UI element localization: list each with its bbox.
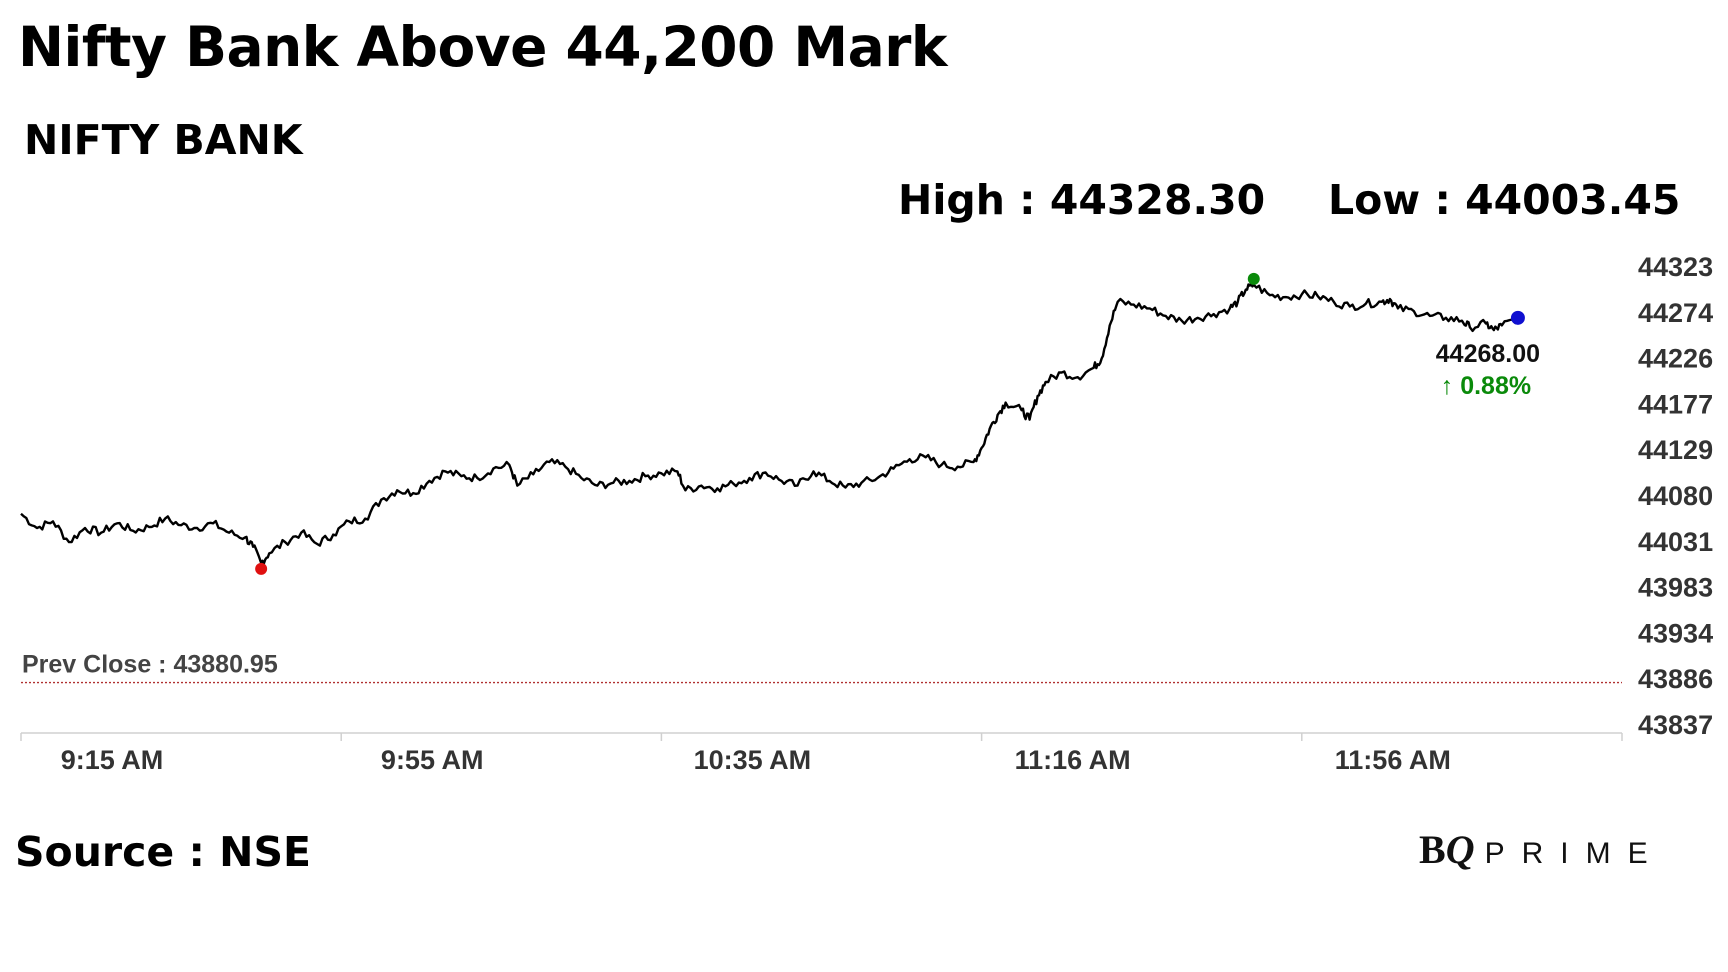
- x-tick-label: 11:16 AM: [1015, 745, 1131, 775]
- x-tick-label: 10:35 AM: [694, 745, 812, 775]
- x-tick-label: 9:55 AM: [381, 745, 484, 775]
- y-tick-label: 43983: [1638, 572, 1713, 602]
- source-note: Source : NSE: [15, 828, 312, 876]
- last-price-marker: [1510, 310, 1525, 325]
- day-low-label: Low : 44003.45: [1328, 176, 1681, 224]
- y-tick-label: 43886: [1638, 664, 1713, 694]
- x-tick-label: 11:56 AM: [1335, 745, 1451, 775]
- y-tick-label: 43934: [1638, 619, 1713, 649]
- day-high-label: High : 44328.30: [898, 176, 1266, 224]
- x-tick-label: 9:15 AM: [61, 745, 164, 775]
- y-tick-label: 44274: [1638, 298, 1713, 328]
- y-tick-label: 44031: [1638, 527, 1713, 557]
- y-tick-label: 44129: [1638, 435, 1713, 465]
- day-low-marker: [255, 562, 268, 575]
- chart-title: Nifty Bank Above 44,200 Mark: [18, 15, 947, 79]
- y-tick-label: 44080: [1638, 481, 1713, 511]
- day-high-marker: [1247, 272, 1260, 285]
- last-price-label: 44268.00: [1436, 340, 1540, 368]
- x-axis: 9:15 AM 9:55 AM 10:35 AM 11:16 AM 11:56 AM: [20, 732, 1623, 775]
- y-axis: 44323 44274 44226 44177 44129 44080 44031 43983…: [1638, 252, 1713, 740]
- y-tick-label: 43837: [1638, 710, 1713, 740]
- y-tick-label: 44177: [1638, 390, 1713, 420]
- prev-close-label: Prev Close : 43880.95: [22, 651, 278, 679]
- price-change-label: ↑ 0.88%: [1441, 372, 1531, 400]
- price-series-line: [20, 282, 1519, 565]
- chart-subtitle: NIFTY BANK: [24, 116, 303, 164]
- y-tick-label: 44323: [1638, 252, 1713, 282]
- y-tick-label: 44226: [1638, 343, 1713, 373]
- bq-prime-logo: BQ PRIME: [1419, 827, 1665, 872]
- price-chart: 44323 44274 44226 44177 44129 44080 44031 43983…: [20, 252, 1713, 775]
